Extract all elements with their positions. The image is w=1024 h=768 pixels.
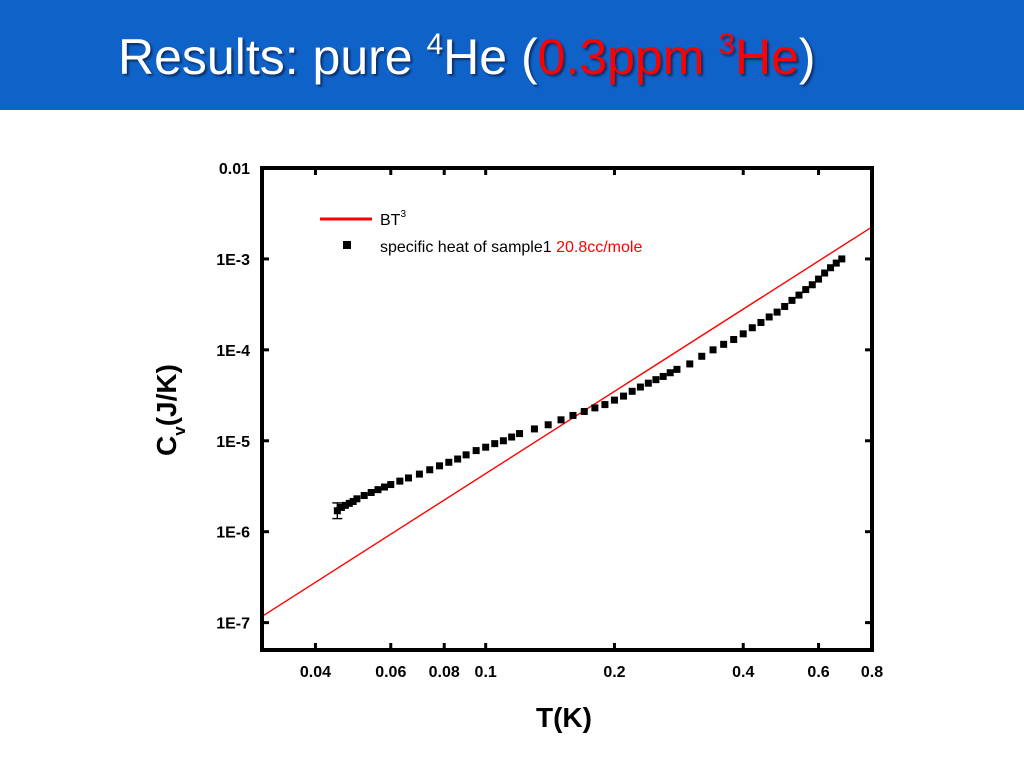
data-point [353, 495, 361, 503]
data-point [757, 318, 765, 326]
data-point [832, 259, 840, 267]
data-point [739, 330, 747, 338]
data-point [788, 296, 796, 304]
slide-title: Results: pure 4He (0.3ppm 3He) [118, 28, 816, 85]
data-point [569, 411, 577, 419]
legend-label-sample: specific heat of sample1 20.8cc/mole [380, 239, 642, 256]
title-accent-he: He [735, 29, 799, 85]
data-point [341, 501, 349, 509]
data-point [709, 346, 717, 354]
data-point [673, 365, 681, 373]
data-point [508, 433, 516, 441]
legend-label-bt3: BT3 [380, 209, 406, 229]
title-suffix: ) [798, 29, 816, 85]
title-accent-text: 0.3ppm [537, 29, 719, 85]
data-point [374, 486, 382, 494]
title-accent-sup: 3 [718, 28, 735, 61]
data-point [454, 455, 462, 463]
y-tick-label: 1E-5 [216, 434, 250, 451]
data-point [380, 483, 388, 491]
y-tick-label: 1E-3 [216, 252, 250, 269]
data-point [781, 302, 789, 310]
data-point [802, 286, 810, 294]
data-point [698, 352, 706, 360]
data-point [659, 372, 667, 380]
data-point [815, 275, 823, 283]
x-axis-label: T(K) [536, 702, 592, 733]
data-point [404, 474, 412, 482]
data-point [491, 440, 499, 448]
y-tick-label: 1E-4 [216, 343, 250, 360]
y-tick-label: 1E-7 [216, 616, 250, 633]
x-tick-label: 0.04 [300, 664, 331, 681]
x-tick-label: 0.2 [603, 664, 625, 681]
data-point [580, 407, 588, 415]
data-point [557, 416, 565, 424]
data-point [666, 369, 674, 377]
data-point [544, 421, 552, 429]
data-point [472, 447, 480, 455]
data-point [730, 335, 738, 343]
x-tick-label: 0.08 [429, 664, 460, 681]
y-tick-label: 1E-6 [216, 525, 250, 542]
data-point [821, 269, 829, 277]
data-point [387, 481, 395, 489]
x-tick-label: 0.8 [861, 664, 883, 681]
data-point [426, 466, 434, 474]
x-tick-label: 0.4 [732, 664, 754, 681]
data-point [482, 443, 490, 451]
data-point [827, 264, 835, 272]
title-mid: He ( [443, 29, 538, 85]
data-point [620, 392, 628, 400]
data-point [610, 396, 618, 404]
data-point [795, 291, 803, 299]
title-isotope-sup: 4 [426, 28, 444, 61]
data-point [838, 255, 846, 263]
data-point [445, 458, 453, 466]
data-point [808, 281, 816, 289]
data-point [530, 425, 538, 433]
data-point [415, 470, 423, 478]
y-axis-label: Cv(J/K) [151, 364, 189, 456]
data-point [436, 462, 444, 470]
fit-line-bt3 [262, 226, 872, 618]
data-point [773, 308, 781, 316]
data-point [601, 401, 609, 409]
data-point [349, 497, 357, 505]
data-point [360, 492, 368, 500]
data-point [591, 404, 599, 412]
plot-frame [260, 166, 874, 652]
title-prefix: Results: pure [118, 29, 427, 85]
data-point [337, 503, 345, 511]
x-tick-label: 0.6 [807, 664, 829, 681]
data-point [748, 324, 756, 332]
data-point [462, 451, 470, 459]
y-tick-label: 0.01 [219, 161, 250, 178]
data-point [499, 437, 507, 445]
data-point [345, 499, 353, 507]
data-point [652, 376, 660, 384]
data-point [765, 313, 773, 321]
x-tick-label: 0.1 [475, 664, 497, 681]
data-point [636, 383, 644, 391]
title-bar [0, 0, 1024, 110]
data-point [516, 430, 524, 438]
data-point [720, 340, 728, 348]
data-point [686, 360, 694, 368]
legend-square-swatch [343, 241, 351, 249]
data-point [628, 387, 636, 395]
data-point [367, 488, 375, 496]
data-point [644, 379, 652, 387]
x-tick-label: 0.06 [375, 664, 406, 681]
data-point [396, 477, 404, 485]
